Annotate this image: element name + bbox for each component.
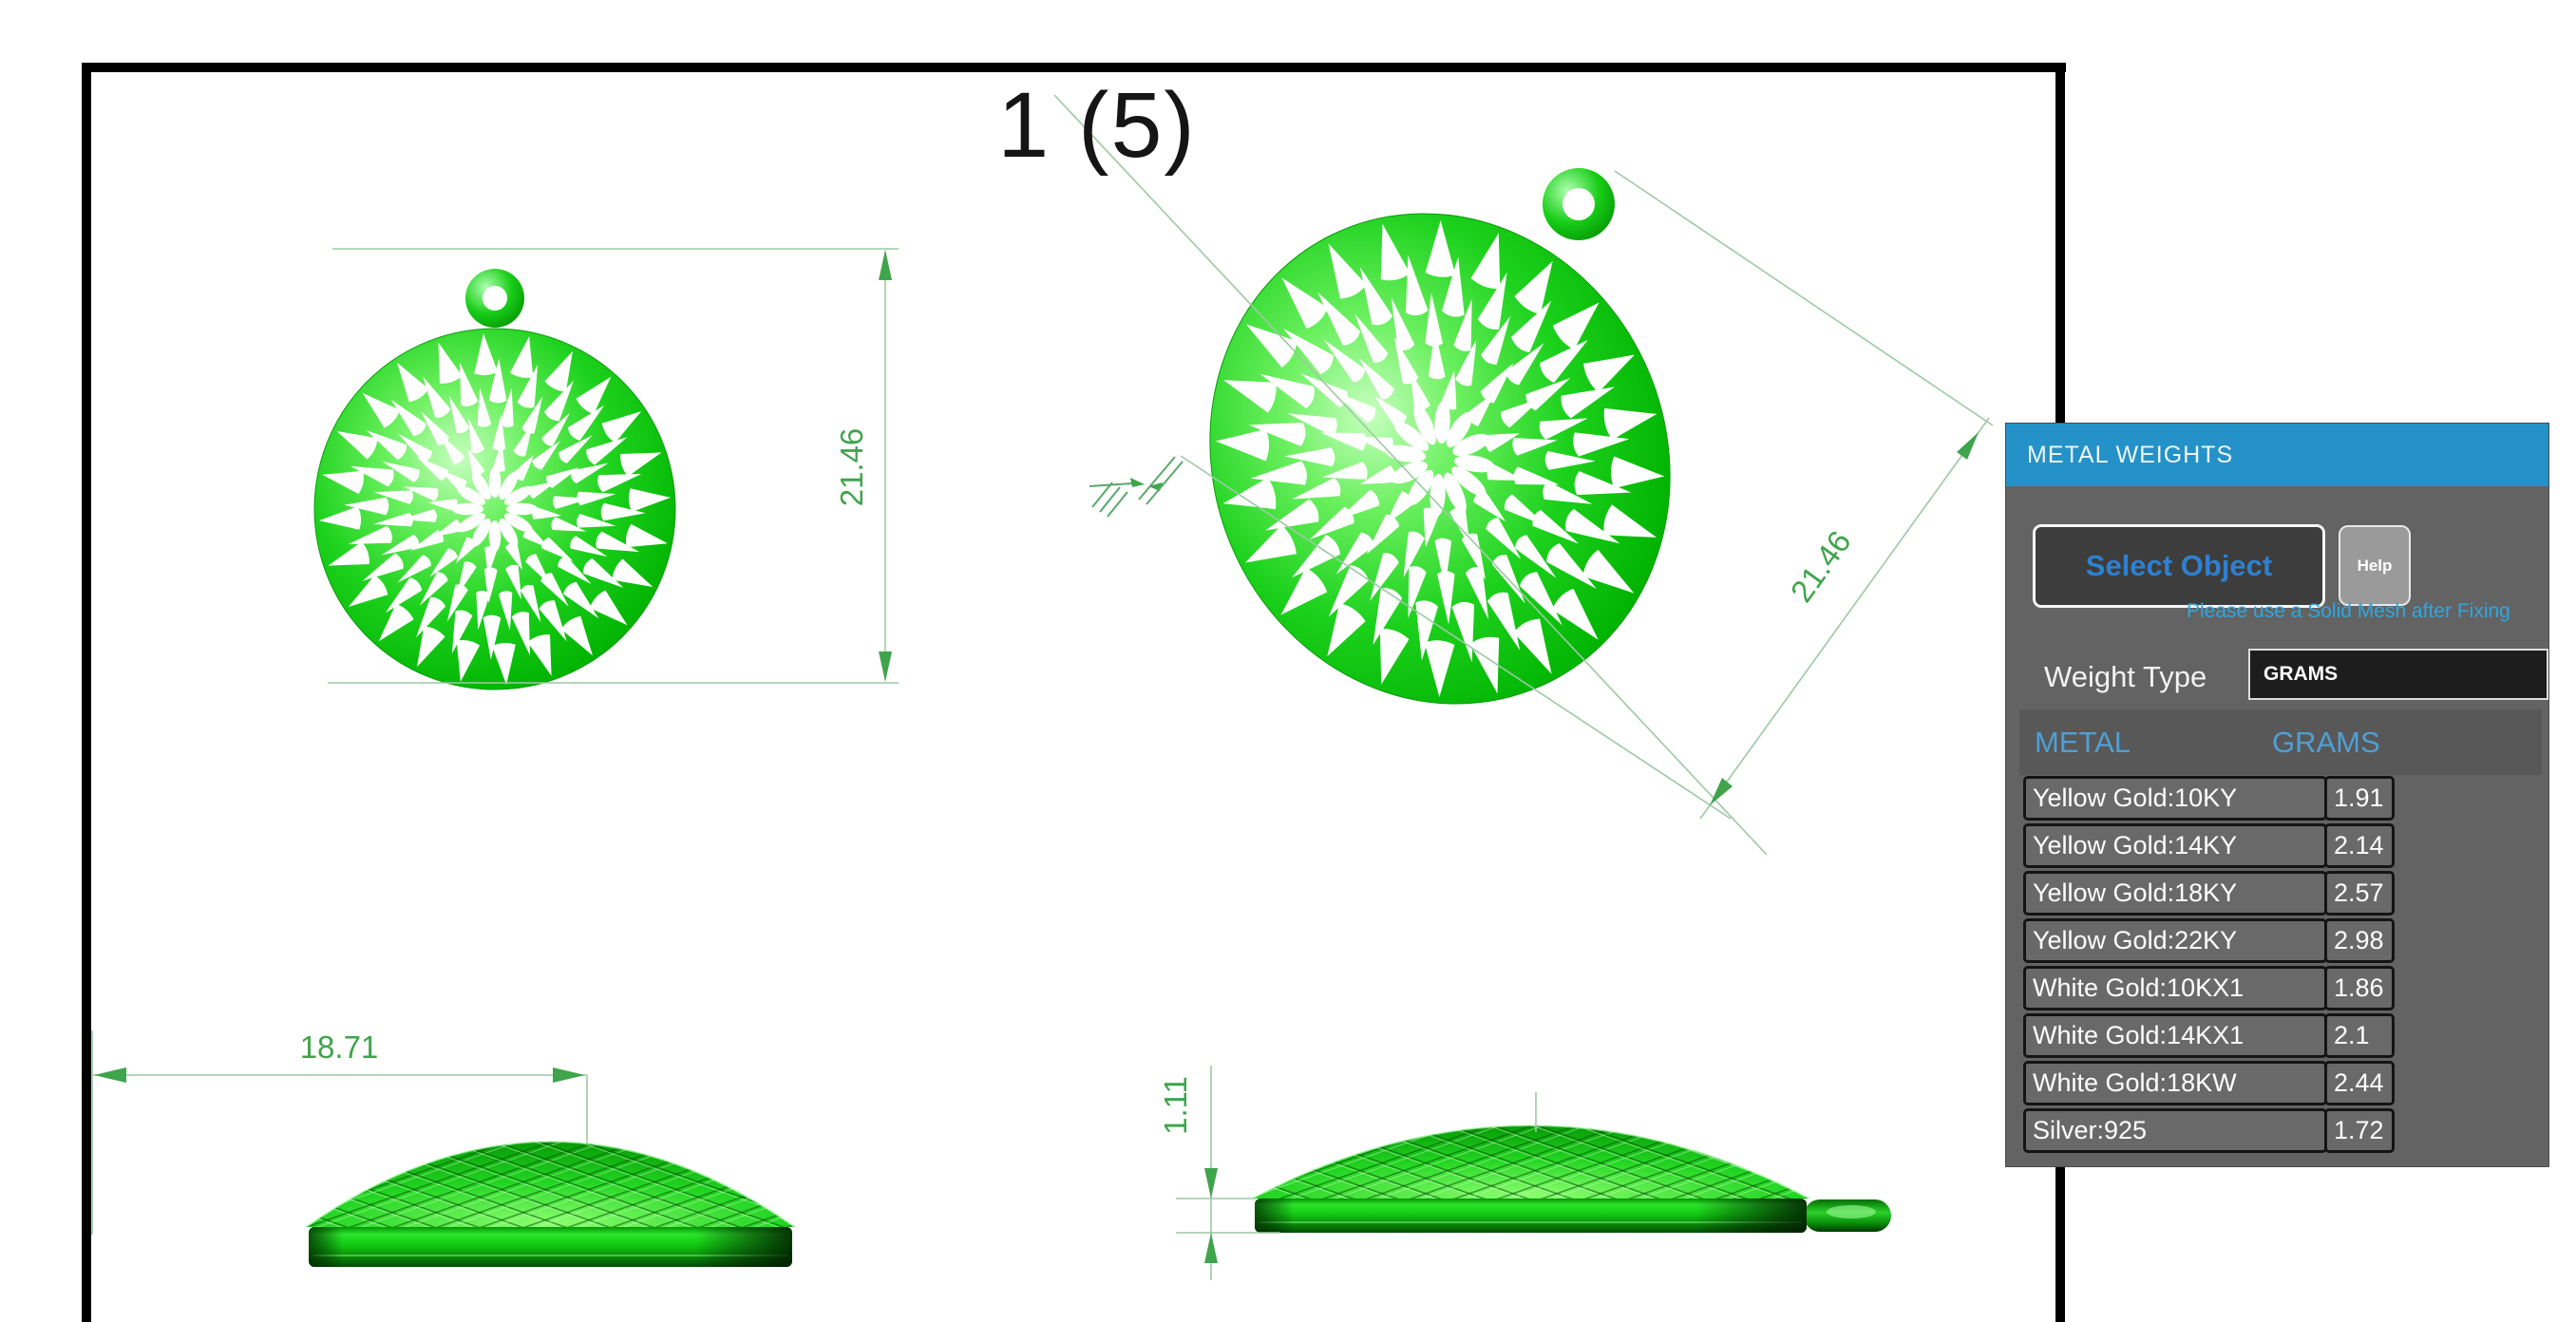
column-header-grams: GRAMS [2272, 726, 2380, 759]
sheet-title: 1 (5) [997, 73, 1197, 177]
pendant-side-view-right [1251, 1124, 1891, 1233]
grams-cell: 2.1 [2324, 1013, 2395, 1058]
grams-cell: 2.57 [2324, 871, 2395, 916]
table-row: Yellow Gold:22KY 2.98 [2006, 918, 2548, 966]
table-row: Yellow Gold:18KY 2.57 [2006, 871, 2548, 918]
dimension-side-thickness: 1.11 [1158, 1066, 1537, 1280]
table-header: METAL GRAMS [2019, 709, 2542, 775]
dimension-front-height: 21.46 [328, 248, 899, 684]
metal-cell: White Gold:14KX1 [2023, 1013, 2327, 1058]
drawing-frame-left [82, 63, 91, 1322]
solid-mesh-notice: Please use a Solid Mesh after Fixing [2187, 600, 2510, 622]
metal-cell: Silver:925 [2023, 1108, 2327, 1153]
grams-cell: 1.72 [2324, 1108, 2395, 1153]
table-row: White Gold:18KW 2.44 [2006, 1061, 2548, 1108]
grams-cell: 2.14 [2324, 823, 2395, 868]
panel-titlebar[interactable]: METAL WEIGHTS [2006, 424, 2548, 486]
metal-cell: Yellow Gold:22KY [2023, 918, 2327, 963]
pendant-side-view-left [305, 1141, 796, 1267]
dim-side-thickness-text: 1.11 [1158, 1076, 1193, 1135]
table-row: White Gold:10KX1 1.86 [2006, 966, 2548, 1013]
grams-cell: 2.98 [2324, 918, 2395, 963]
dimension-side-width: 18.71 [91, 1029, 588, 1235]
drawing-frame-top [82, 63, 2066, 72]
help-button[interactable]: Help [2339, 525, 2411, 606]
dim-side-width-text: 18.71 [300, 1029, 379, 1065]
metal-weights-panel: METAL WEIGHTS Select Object Help Please … [2006, 424, 2548, 1166]
pendant-front-view [313, 269, 676, 690]
weight-type-select[interactable]: GRAMS [2248, 649, 2548, 700]
table-row: Yellow Gold:14KY 2.14 [2006, 823, 2548, 871]
grams-cell: 2.44 [2324, 1061, 2395, 1105]
metal-cell: Yellow Gold:18KY [2023, 871, 2327, 916]
weight-type-label: Weight Type [2044, 660, 2207, 693]
metal-cell: Yellow Gold:10KY [2023, 776, 2327, 821]
metal-cell: White Gold:18KW [2023, 1061, 2327, 1105]
table-row: Silver:925 1.72 [2006, 1108, 2548, 1156]
table-row: Yellow Gold:10KY 1.91 [2006, 776, 2548, 823]
select-object-button[interactable]: Select Object [2033, 524, 2325, 608]
dim-front-height-text: 21.46 [834, 428, 869, 507]
grams-cell: 1.86 [2324, 966, 2395, 1010]
metal-cell: White Gold:10KX1 [2023, 966, 2327, 1010]
pendant-tilted-view [1209, 168, 1671, 705]
metal-cell: Yellow Gold:14KY [2023, 823, 2327, 868]
section-line [1053, 94, 1768, 856]
dim-tilted-diameter-text: 21.46 [1784, 524, 1858, 609]
table-row: White Gold:14KX1 2.1 [2006, 1013, 2548, 1061]
grams-cell: 1.91 [2324, 776, 2395, 821]
column-header-metal: METAL [2035, 726, 2131, 759]
section-marker [1089, 456, 1184, 518]
